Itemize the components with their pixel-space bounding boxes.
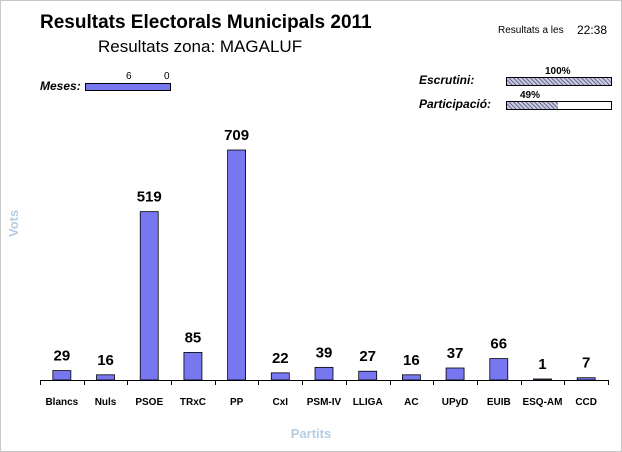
escrutini-value: 100% xyxy=(545,66,571,77)
zone-subtitle: Resultats zona: MAGALUF xyxy=(98,37,303,56)
bar xyxy=(445,367,465,381)
data-label: 29 xyxy=(54,348,71,365)
data-label: 39 xyxy=(316,344,333,361)
x-tick-label: ESQ-AM xyxy=(522,397,562,408)
bar xyxy=(314,366,334,381)
x-tick-label: CxI xyxy=(273,397,289,408)
x-tick-label: Nuls xyxy=(95,397,117,408)
participacio-label: Participació: xyxy=(419,97,492,111)
x-tick-label: Blancs xyxy=(45,397,78,408)
participacio-bar xyxy=(506,101,612,110)
meses-bar xyxy=(85,83,171,91)
meses-value-a: 6 xyxy=(126,71,132,82)
data-label: 27 xyxy=(359,348,376,365)
results-time-label: Resultats a les xyxy=(498,25,564,36)
bar xyxy=(183,352,203,381)
x-tick-label: AC xyxy=(404,397,418,408)
data-label: 1 xyxy=(538,356,546,373)
meses-label: Meses: xyxy=(40,79,81,93)
data-label: 16 xyxy=(97,352,114,369)
data-label: 85 xyxy=(185,329,202,346)
meses-value-b: 0 xyxy=(164,71,170,82)
escrutini-bar-fill xyxy=(507,78,611,85)
x-axis-title: Partits xyxy=(290,426,332,441)
data-label: 22 xyxy=(272,350,289,367)
bar xyxy=(401,374,421,381)
bar xyxy=(52,370,72,381)
bar xyxy=(489,358,509,381)
data-label: 37 xyxy=(447,345,464,362)
x-tick-label: LLIGA xyxy=(353,397,383,408)
data-label: 709 xyxy=(224,127,249,144)
bar xyxy=(533,378,552,381)
escrutini-bar xyxy=(506,77,612,86)
participacio-value: 49% xyxy=(520,90,541,101)
data-label: 519 xyxy=(137,189,162,206)
x-tick-label: UPyD xyxy=(442,397,469,408)
x-tick-label: TRxC xyxy=(180,397,206,408)
x-tick-label: PSM-IV xyxy=(307,397,342,408)
x-tick-label: PP xyxy=(230,397,244,408)
bar xyxy=(227,149,247,381)
escrutini-label: Escrutini: xyxy=(419,73,475,87)
bar xyxy=(576,377,596,381)
bar xyxy=(358,370,378,381)
data-label: 16 xyxy=(403,352,420,369)
data-label: 7 xyxy=(582,355,590,372)
x-tick-label: EUIB xyxy=(487,397,511,408)
x-tick-label: CCD xyxy=(575,397,597,408)
bar xyxy=(139,211,159,381)
bar xyxy=(270,372,290,381)
data-label: 66 xyxy=(490,336,507,353)
x-tick-label: PSOE xyxy=(135,397,163,408)
results-time-value: 22:38 xyxy=(577,23,608,37)
participacio-bar-fill xyxy=(507,102,558,109)
bar xyxy=(96,374,115,381)
page-title: Resultats Electorals Municipals 2011 xyxy=(40,12,372,33)
